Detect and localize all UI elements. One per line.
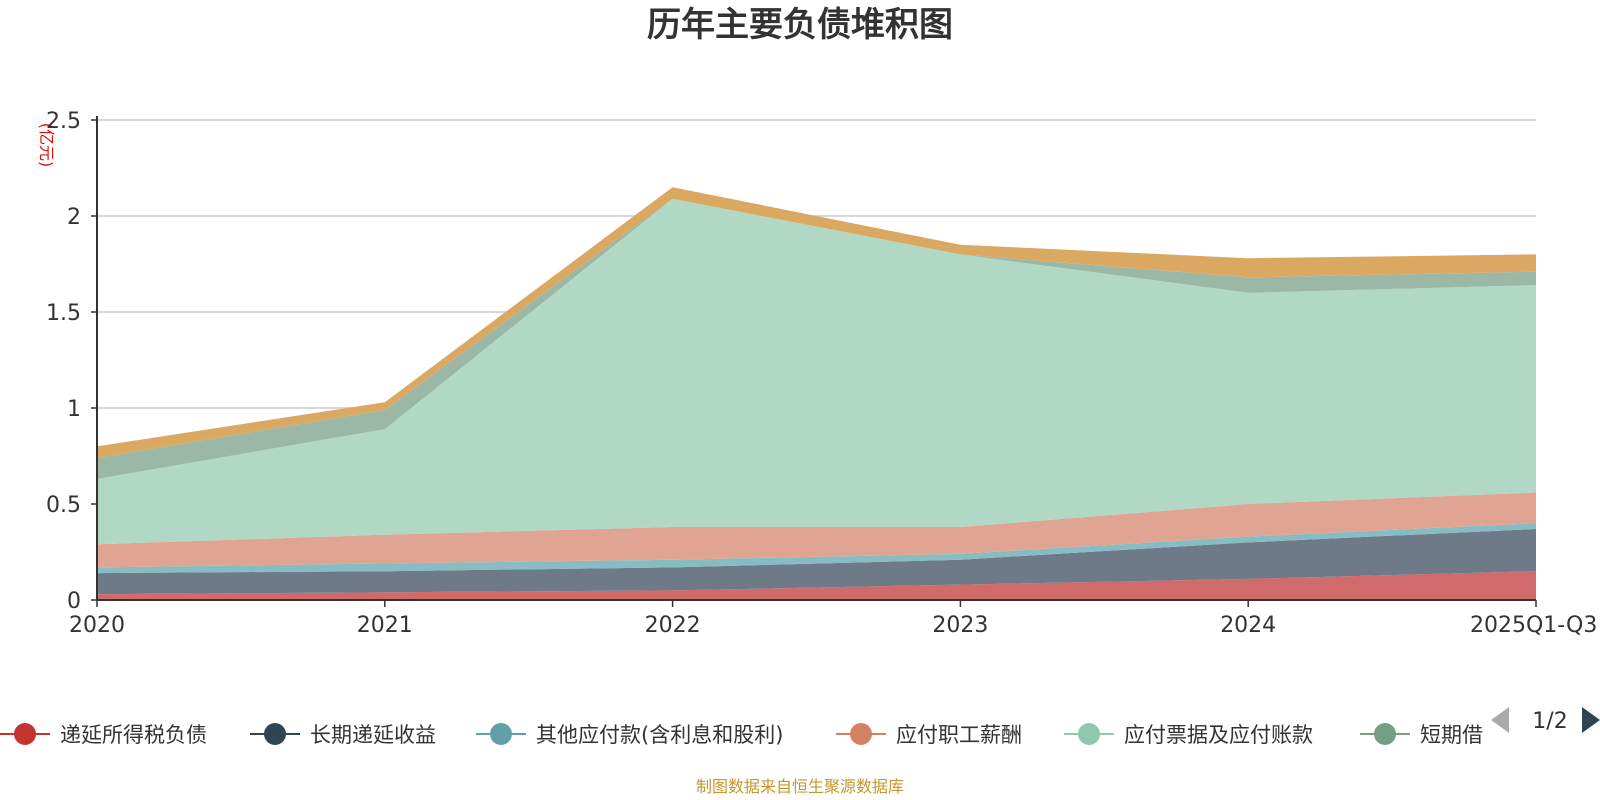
legend-label: 应付票据及应付账款 — [1124, 723, 1313, 747]
x-tick-label: 2023 — [932, 613, 988, 638]
y-tick-label: 0 — [67, 589, 81, 614]
series-area — [97, 571, 1536, 600]
x-tick-label: 2024 — [1220, 613, 1276, 638]
series-area — [97, 529, 1536, 595]
legend-pager: 1/2 — [1491, 707, 1600, 734]
legend-label: 应付职工薪酬 — [896, 723, 1022, 747]
data-source-note: 制图数据来自恒生聚源数据库 — [696, 777, 904, 796]
y-tick-label: 0.5 — [46, 493, 81, 518]
legend: 递延所得税负债 长期递延收益 其他应付款(含利息和股利) 应付职工薪酬 应付票据及应付账… — [0, 723, 1483, 747]
x-tick-label: 2025Q1-Q3 — [1470, 613, 1597, 638]
legend-page-indicator: 1/2 — [1532, 709, 1567, 734]
y-tick-label: 2 — [67, 205, 81, 230]
y-tick-label: 2.5 — [46, 109, 81, 134]
legend-item[interactable]: 应付职工薪酬 — [836, 723, 1022, 747]
series-area — [97, 198, 1536, 545]
axes: 0 0.5 1 1.5 2 2.5 2020 2021 2022 2023 2024 2025Q1-Q… — [46, 109, 1597, 638]
series-area — [97, 523, 1536, 574]
legend-marker-icon — [14, 723, 36, 745]
y-axis-unit-label: (亿元) — [37, 123, 56, 168]
legend-label: 递延所得税负债 — [60, 723, 207, 747]
y-tick-label: 1.5 — [46, 301, 81, 326]
series-area — [97, 187, 1536, 458]
legend-item[interactable]: 应付票据及应付账款 — [1064, 723, 1313, 747]
series-area — [97, 492, 1536, 568]
legend-marker-icon — [1078, 723, 1100, 745]
legend-marker-icon — [850, 723, 872, 745]
legend-item[interactable]: 长期递延收益 — [250, 723, 436, 747]
chart-title: 历年主要负债堆积图 — [647, 5, 953, 45]
legend-item[interactable]: 短期借 — [1360, 723, 1483, 747]
legend-label: 其他应付款(含利息和股利) — [536, 723, 783, 747]
prev-page-icon[interactable] — [1491, 707, 1509, 733]
legend-marker-icon — [490, 723, 512, 745]
legend-label: 长期递延收益 — [310, 723, 436, 747]
legend-marker-icon — [1374, 723, 1396, 745]
legend-label: 短期借 — [1420, 723, 1483, 747]
legend-marker-icon — [264, 723, 286, 745]
next-page-icon[interactable] — [1582, 707, 1600, 733]
x-tick-label: 2022 — [645, 613, 701, 638]
area-series — [97, 187, 1536, 600]
x-tick-label: 2020 — [69, 613, 125, 638]
x-tick-label: 2021 — [357, 613, 413, 638]
series-area — [97, 198, 1536, 479]
legend-item[interactable]: 递延所得税负债 — [0, 723, 207, 747]
y-tick-label: 1 — [67, 397, 81, 422]
legend-item[interactable]: 其他应付款(含利息和股利) — [476, 723, 783, 747]
